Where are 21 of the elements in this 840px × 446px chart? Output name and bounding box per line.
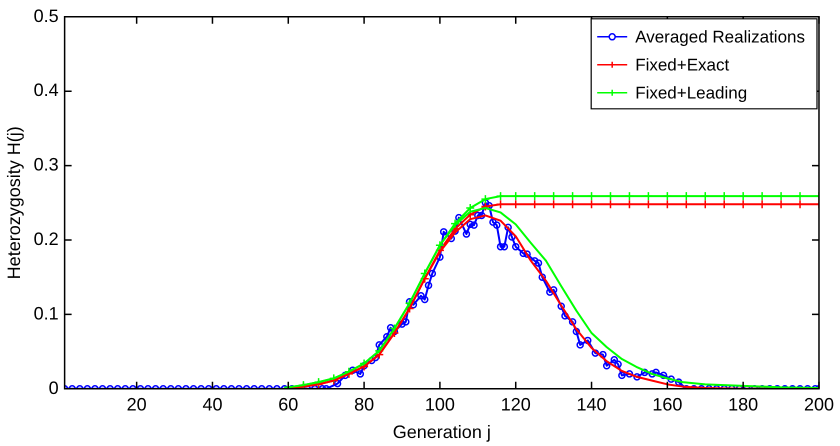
y-tick-label: 0: [48, 378, 59, 398]
x-tick-label: 20: [126, 394, 147, 415]
x-tick-label: 40: [202, 394, 222, 415]
y-tick-label: 0.3: [34, 154, 59, 175]
x-axis-title: Generation j: [392, 422, 491, 442]
legend-label: Averaged Realizations: [635, 27, 805, 46]
y-tick-label: 0.1: [34, 303, 59, 324]
x-tick-label: 200: [804, 394, 834, 415]
y-tick-label: 0.5: [34, 6, 59, 26]
legend-label: Fixed+Exact: [635, 55, 730, 74]
x-tick-label: 80: [354, 394, 374, 415]
legend-label: Fixed+Leading: [635, 83, 748, 102]
x-tick-label: 140: [576, 394, 607, 415]
x-tick-label: 60: [278, 394, 298, 415]
x-tick-label: 120: [500, 394, 531, 415]
y-axis-title: Heterozygosity H(j): [4, 126, 24, 280]
y-tick-label: 0.4: [34, 80, 59, 100]
x-tick-label: 160: [652, 394, 682, 415]
x-tick-label: 100: [424, 394, 455, 415]
x-tick-label: 180: [728, 394, 758, 415]
y-tick-label: 0.2: [34, 228, 59, 249]
